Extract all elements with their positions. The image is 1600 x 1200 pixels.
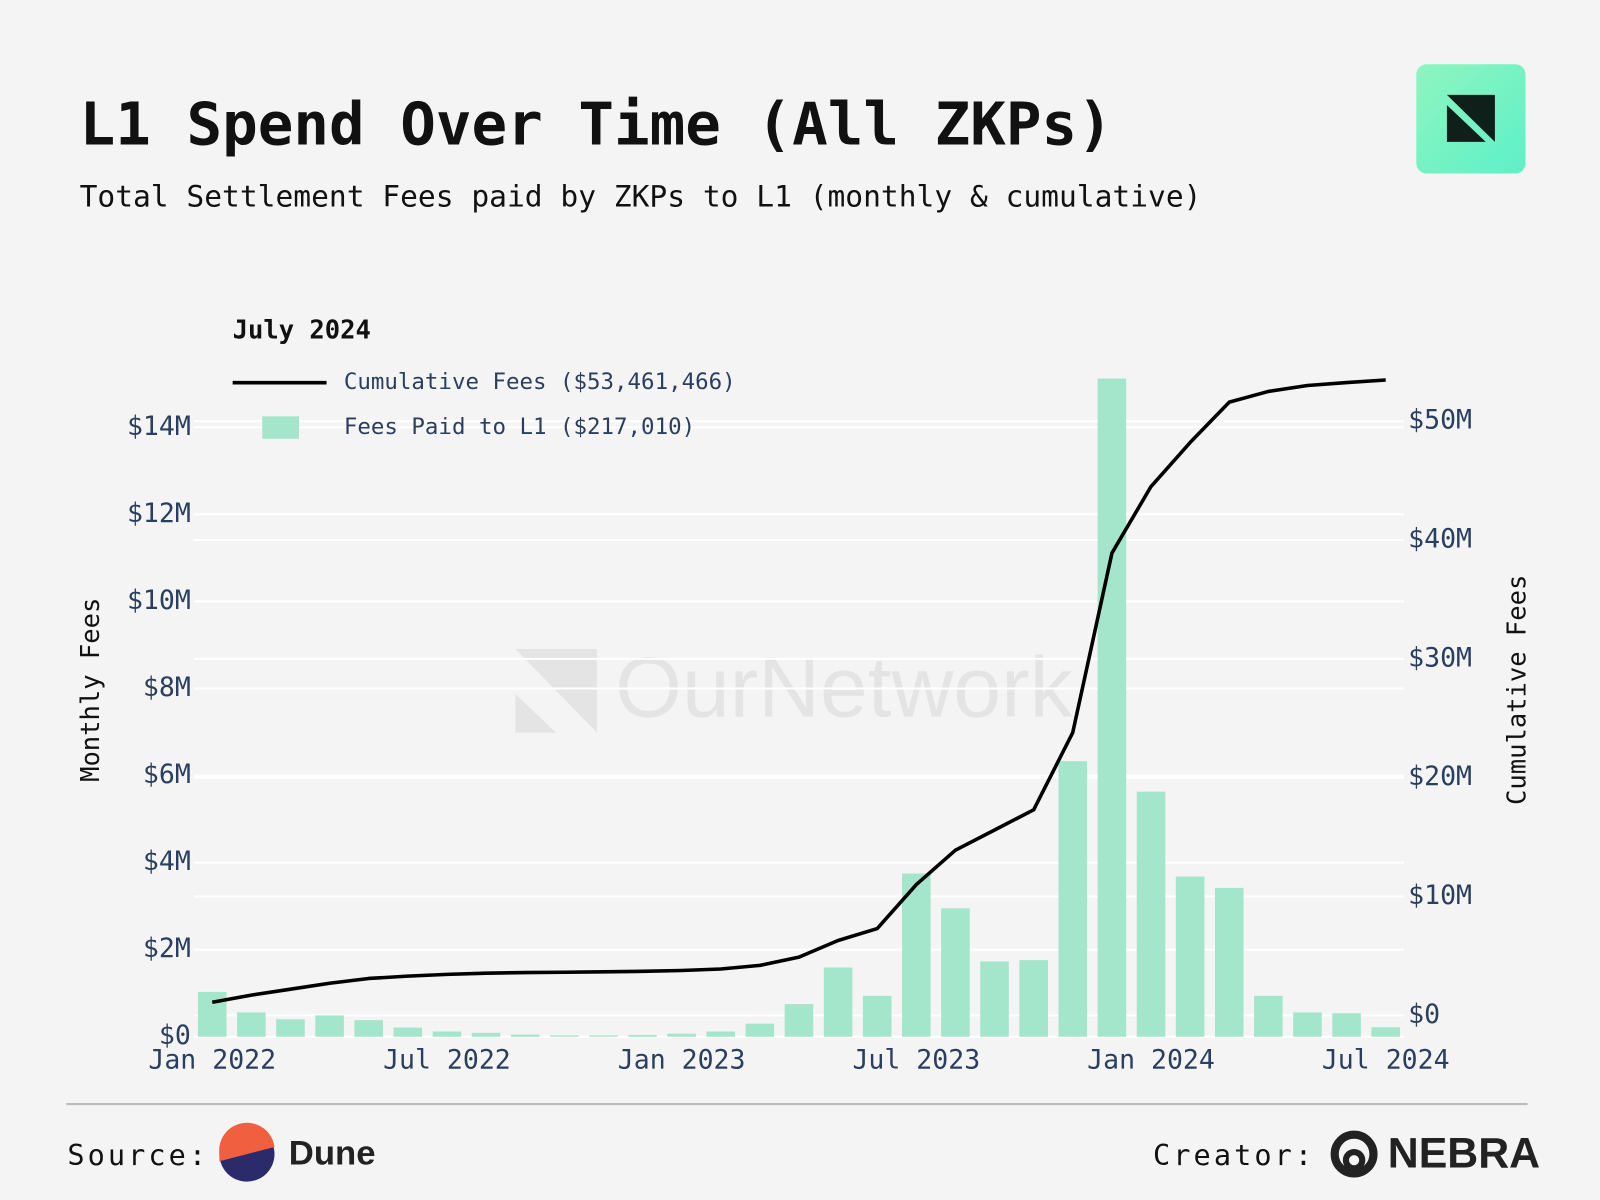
bar xyxy=(510,1034,540,1037)
bar xyxy=(1058,761,1088,1037)
nebra-logo xyxy=(1330,1130,1378,1178)
source-name: Dune xyxy=(289,1134,376,1172)
y2-tick-label: $40M xyxy=(1408,524,1472,555)
bar xyxy=(471,1032,501,1037)
bar xyxy=(706,1031,736,1037)
plot-area: $0 $2M $4M $6M $8M $10M $12M $14M $0 $10M $20M $30M… xyxy=(127,378,1472,1076)
bar xyxy=(1371,1027,1400,1037)
bar xyxy=(549,1035,579,1037)
x-tick-label: Jul 2024 xyxy=(1322,1045,1450,1076)
y-tick-label: $2M xyxy=(143,933,191,964)
creator-name: NEBRA xyxy=(1388,1129,1540,1177)
bar xyxy=(667,1033,696,1037)
bar xyxy=(1254,995,1283,1037)
bar xyxy=(237,1012,266,1037)
bar xyxy=(354,1020,383,1037)
bar xyxy=(902,873,931,1037)
y-tick-label: $0 xyxy=(159,1020,191,1051)
bar xyxy=(1019,960,1048,1037)
bar xyxy=(1175,876,1205,1037)
brand-logo xyxy=(1416,64,1526,174)
bar xyxy=(628,1034,657,1037)
y2-tick-label: $10M xyxy=(1408,880,1472,911)
legend-swatch xyxy=(262,416,299,439)
bar xyxy=(1097,378,1127,1037)
x-tick-label: Jan 2024 xyxy=(1087,1045,1215,1076)
source-label: Source: xyxy=(67,1138,209,1172)
bar xyxy=(1293,1012,1322,1037)
x-tick-label: Jan 2022 xyxy=(148,1045,276,1076)
legend-label: Fees Paid to L1 ($217,010) xyxy=(344,414,695,440)
x-tick-label: Jul 2022 xyxy=(383,1045,511,1076)
y2-tick-label: $50M xyxy=(1408,405,1472,436)
legend-label: Cumulative Fees ($53,461,466) xyxy=(344,369,736,395)
chart-title: L1 Spend Over Time (All ZKPs) xyxy=(80,90,1113,159)
creator-label: Creator: xyxy=(1153,1138,1315,1172)
bar xyxy=(862,995,892,1037)
chart-subtitle: Total Settlement Fees paid by ZKPs to L1… xyxy=(80,179,1202,213)
y-tick-label: $8M xyxy=(143,672,191,703)
dune-logo xyxy=(219,1122,275,1182)
y-axis-title: Monthly Fees xyxy=(76,598,106,782)
y2-tick-label: $30M xyxy=(1408,642,1472,673)
y2-axis-title: Cumulative Fees xyxy=(1502,575,1532,805)
legend-title: July 2024 xyxy=(233,316,371,346)
y-tick-label: $10M xyxy=(127,585,191,616)
bar xyxy=(745,1023,775,1037)
y-tick-label: $12M xyxy=(127,498,191,529)
x-tick-label: Jan 2023 xyxy=(618,1045,746,1076)
bar xyxy=(276,1019,305,1037)
bar xyxy=(393,1027,423,1037)
bar xyxy=(784,1004,814,1037)
bar xyxy=(432,1031,462,1037)
bar xyxy=(941,908,970,1037)
bar xyxy=(823,967,853,1037)
y2-tick-label: $0 xyxy=(1408,999,1440,1030)
bar xyxy=(1136,791,1166,1037)
y-tick-label: $6M xyxy=(143,759,191,790)
line xyxy=(211,378,1386,1005)
bar xyxy=(1332,1013,1361,1037)
y-tick-label: $14M xyxy=(127,411,191,442)
y2-tick-label: $20M xyxy=(1408,761,1472,792)
x-tick-label: Jul 2023 xyxy=(852,1045,980,1076)
bar xyxy=(980,961,1009,1037)
bar xyxy=(315,1015,344,1037)
y-tick-label: $4M xyxy=(143,846,191,877)
bar xyxy=(589,1035,618,1037)
bar xyxy=(1214,887,1244,1037)
